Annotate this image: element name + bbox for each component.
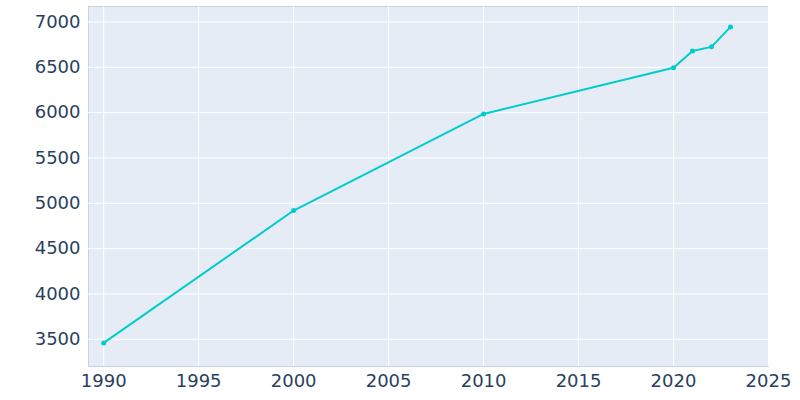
svg-text:6000: 6000 bbox=[35, 101, 81, 122]
svg-text:4500: 4500 bbox=[35, 237, 81, 258]
svg-text:5000: 5000 bbox=[35, 192, 81, 213]
svg-text:3500: 3500 bbox=[35, 328, 81, 349]
svg-text:4000: 4000 bbox=[35, 283, 81, 304]
svg-text:2015: 2015 bbox=[556, 370, 602, 391]
svg-text:2020: 2020 bbox=[651, 370, 697, 391]
svg-text:2025: 2025 bbox=[746, 370, 792, 391]
svg-text:2000: 2000 bbox=[271, 370, 317, 391]
svg-text:2010: 2010 bbox=[461, 370, 507, 391]
svg-text:2005: 2005 bbox=[366, 370, 412, 391]
svg-text:7000: 7000 bbox=[35, 11, 81, 32]
svg-text:1995: 1995 bbox=[176, 370, 222, 391]
svg-text:5500: 5500 bbox=[35, 147, 81, 168]
svg-text:1990: 1990 bbox=[81, 370, 127, 391]
svg-text:6500: 6500 bbox=[35, 56, 81, 77]
